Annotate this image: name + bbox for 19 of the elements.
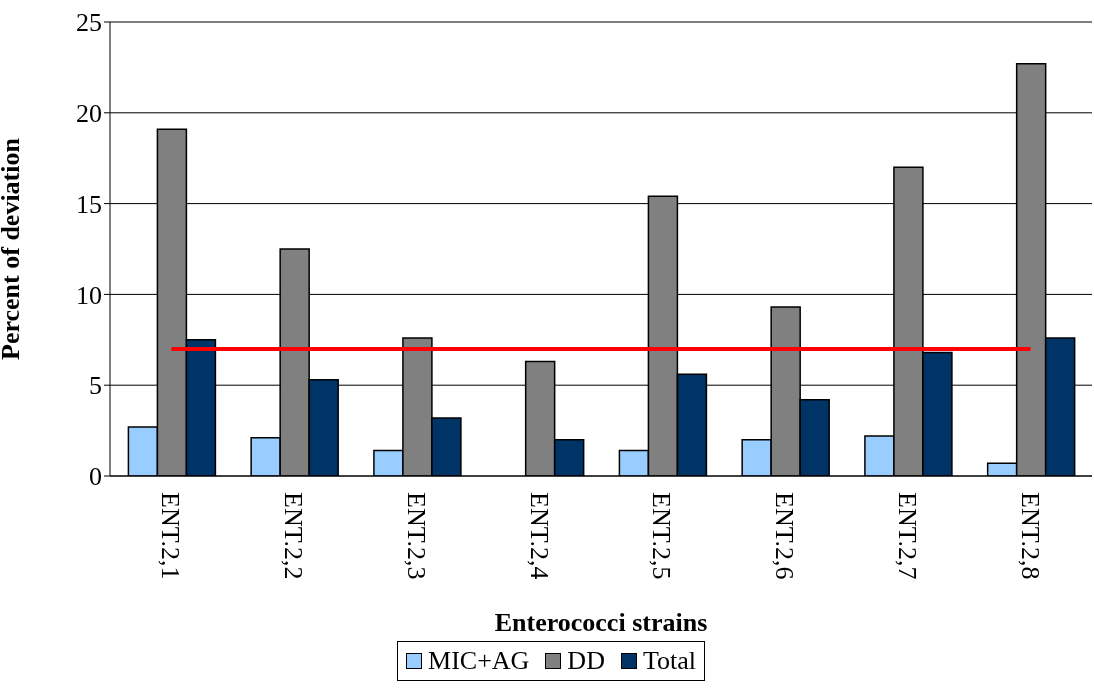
y-tick-label: 5 [89, 371, 102, 401]
legend-label: Total [642, 646, 696, 676]
y-tick-label: 15 [76, 189, 102, 219]
x-tick-label: ENT.2,6 [770, 492, 800, 580]
y-tick-label: 10 [76, 280, 102, 310]
x-tick-label: ENT.2,2 [279, 492, 309, 580]
x-tick-label: ENT.2,5 [647, 492, 677, 580]
x-tick-label: ENT.2,8 [1015, 492, 1045, 580]
y-tick-label: 0 [89, 462, 102, 492]
legend-label: DD [567, 646, 605, 676]
x-tick-label: ENT.2,3 [401, 492, 431, 580]
x-tick-label: ENT.2,7 [892, 492, 922, 580]
y-tick-label: 20 [76, 99, 102, 129]
x-axis-title: Enterococci strains [494, 608, 708, 637]
y-axis-title: Percent of deviation [0, 137, 26, 360]
x-tick-label: ENT.2,1 [156, 492, 186, 580]
y-tick-label: 25 [76, 8, 102, 38]
x-tick-label: ENT.2,4 [524, 492, 554, 580]
legend-label: MIC+AG [428, 646, 530, 676]
